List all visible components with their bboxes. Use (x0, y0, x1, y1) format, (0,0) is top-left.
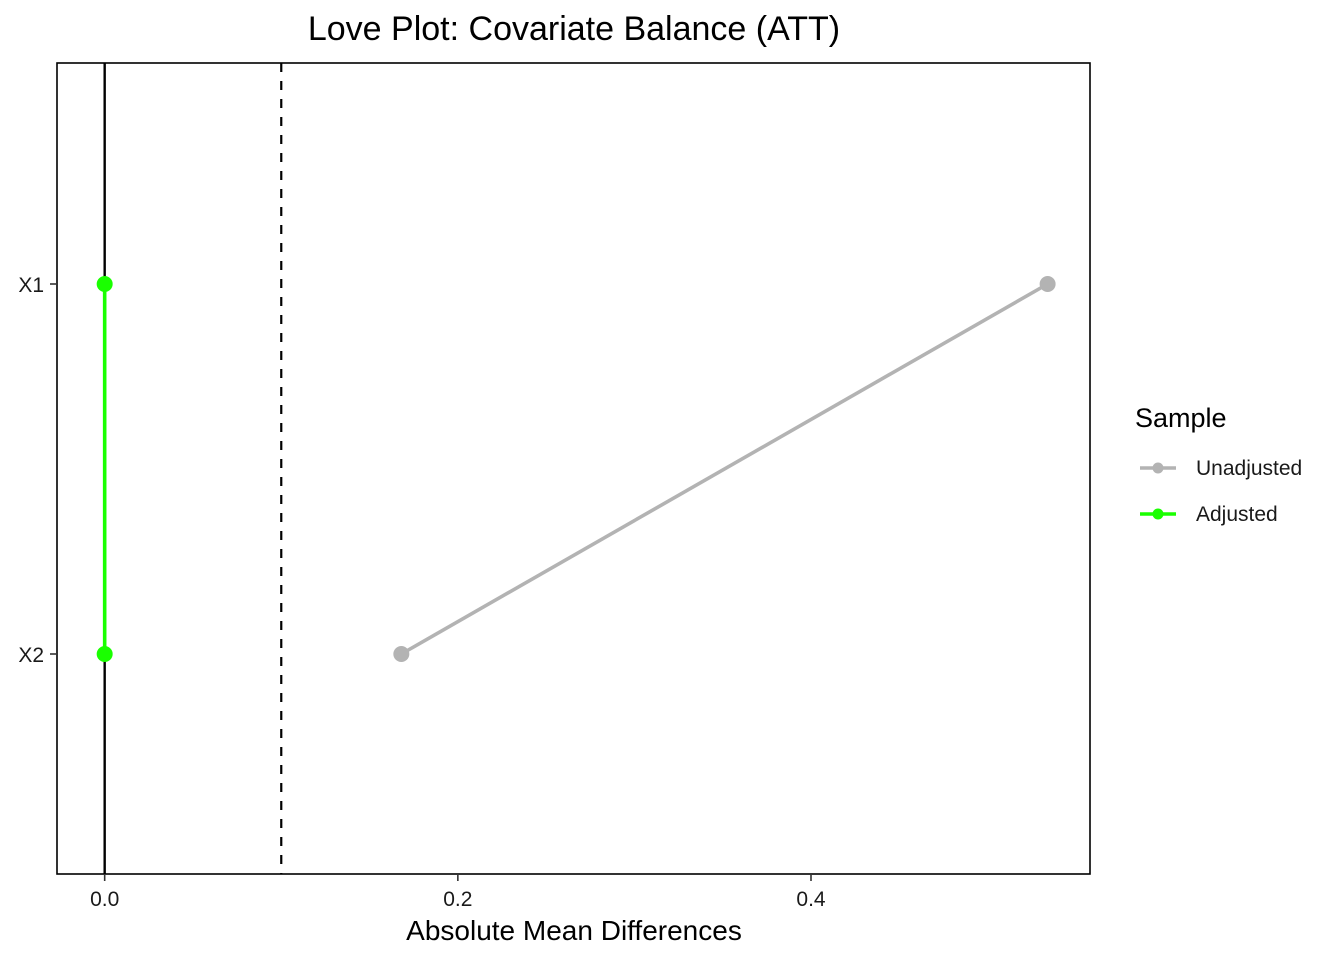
legend-label: Unadjusted (1196, 457, 1302, 480)
plot-panel-border (56, 62, 1091, 875)
series-unadjusted (393, 276, 1056, 662)
point-unadjusted-x1 (1039, 276, 1056, 292)
x-tick-label: 0.4 (796, 888, 826, 911)
point-adjusted-x1 (96, 276, 113, 292)
legend-item-adjusted: Adjusted (1140, 503, 1278, 526)
y-tick-label: X2 (18, 644, 44, 667)
legend-item-unadjusted: Unadjusted (1140, 457, 1302, 480)
y-tick-label: X1 (18, 274, 44, 297)
x-tick-label: 0.0 (90, 888, 119, 911)
x-axis: 0.0 0.2 0.4 (90, 874, 826, 911)
legend-title: Sample (1135, 403, 1227, 433)
y-axis: X1 X2 (18, 274, 57, 667)
chart-title: Love Plot: Covariate Balance (ATT) (308, 10, 840, 48)
x-tick-label: 0.2 (443, 888, 472, 911)
reference-lines (103, 63, 283, 874)
point-unadjusted-x2 (393, 646, 410, 662)
series-adjusted (96, 276, 113, 662)
x-axis-title: Absolute Mean Differences (406, 915, 742, 946)
point-adjusted-x2 (96, 646, 113, 662)
series-line-unadjusted (400, 282, 1049, 656)
legend-key-point (1152, 508, 1164, 520)
legend: Sample Unadjusted Adjusted (1135, 403, 1302, 526)
legend-key-point (1152, 462, 1164, 474)
series-layer (96, 276, 1056, 662)
legend-label: Adjusted (1196, 503, 1278, 526)
